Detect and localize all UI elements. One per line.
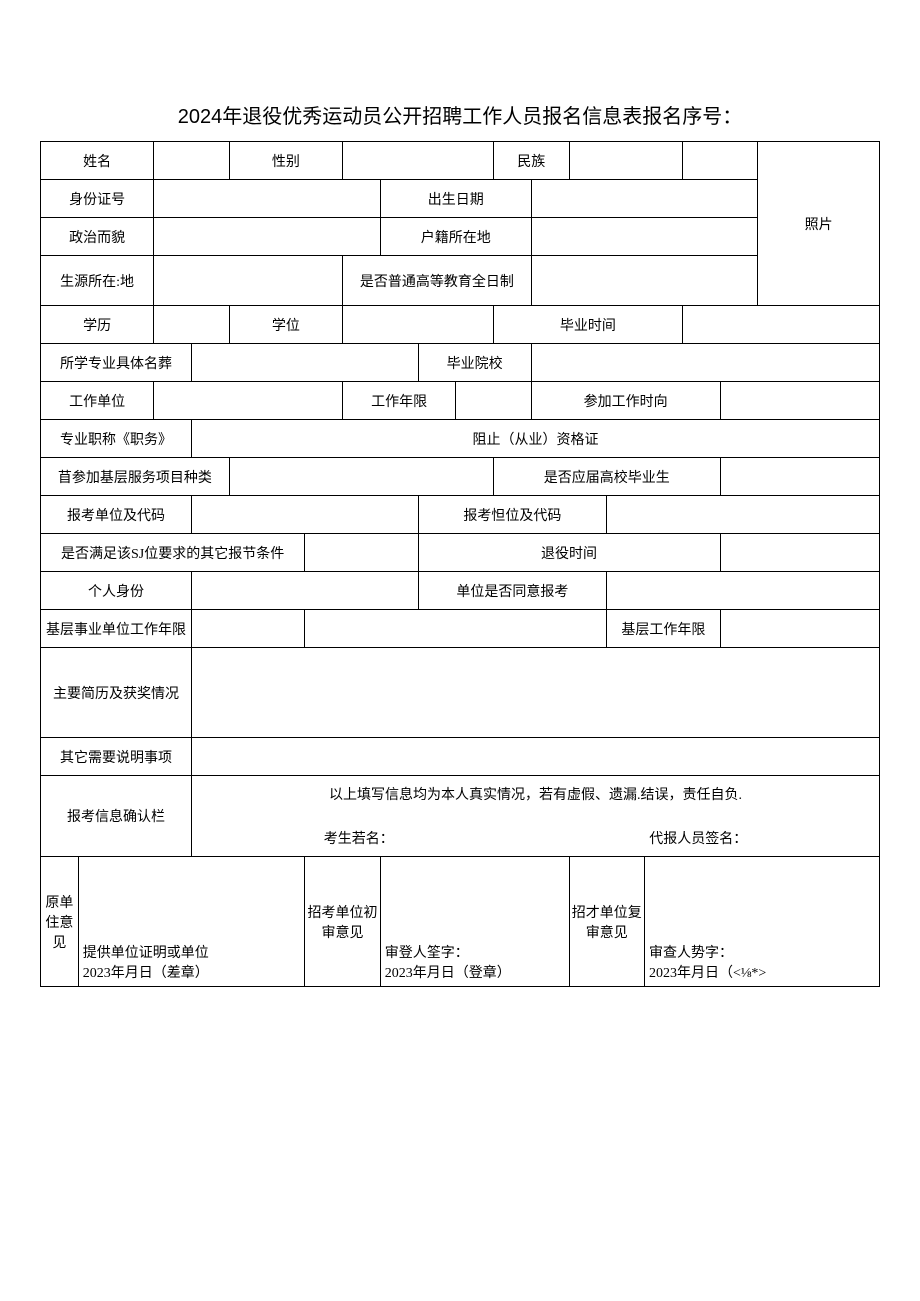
- form-title: 2024年退役优秀运动员公开招聘工作人员报名信息表报名序号：: [40, 100, 880, 129]
- label-other-notes: 其它需要说明事项: [41, 738, 192, 776]
- orig-unit-date: 2023年月日（差章）: [83, 962, 301, 982]
- value-origin-place[interactable]: [154, 256, 343, 306]
- label-ethnicity: 民族: [494, 142, 570, 180]
- label-recruit-review: 招才单位复审意见: [569, 857, 645, 987]
- value-work-years[interactable]: [456, 382, 532, 420]
- label-grassroots-project: 苜参加基层服务项目种类: [41, 458, 230, 496]
- label-birth-date: 出生日期: [380, 180, 531, 218]
- confirm-text: 以上填写信息均为本人真实情况，若有虚假、遗漏.结误，责任自负.: [196, 784, 875, 804]
- label-meet-other-req: 是否满足该SJ位要求的其它报节条件: [41, 534, 305, 572]
- orig-unit-text: 提供单位证明或单位: [83, 942, 301, 962]
- label-recruit-initial: 招考单位初审意见: [305, 857, 381, 987]
- label-id-number: 身份证号: [41, 180, 154, 218]
- label-origin-place: 生源所在:地: [41, 256, 154, 306]
- reviewer-date: 2023年月日（<⅛*>: [649, 962, 875, 982]
- value-political[interactable]: [154, 218, 381, 256]
- photo-cell[interactable]: 照片: [758, 142, 880, 306]
- label-education: 学历: [41, 306, 154, 344]
- value-ethnicity[interactable]: [569, 142, 682, 180]
- review-content[interactable]: 审查人势字： 2023年月日（<⅛*>: [645, 857, 880, 987]
- label-degree: 学位: [229, 306, 342, 344]
- value-meet-other-req[interactable]: [305, 534, 418, 572]
- value-birth-date[interactable]: [531, 180, 758, 218]
- value-apply-position[interactable]: [607, 496, 880, 534]
- value-apply-unit[interactable]: [192, 496, 419, 534]
- auditor-date: 2023年月日（登章）: [385, 962, 565, 982]
- value-gender[interactable]: [343, 142, 494, 180]
- label-pro-title: 专业职称《职务》: [41, 420, 192, 458]
- label-apply-unit: 报考单位及代码: [41, 496, 192, 534]
- label-fulltime-edu: 是否普通高等教育全日制: [343, 256, 532, 306]
- auditor-sig: 审登人筌字：: [385, 942, 565, 962]
- value-degree[interactable]: [343, 306, 494, 344]
- value-grassroots-work-years[interactable]: [720, 610, 880, 648]
- label-unit-agree: 单位是否同意报考: [418, 572, 607, 610]
- value-hukou[interactable]: [531, 218, 758, 256]
- value-name[interactable]: [154, 142, 230, 180]
- confirm-content: 以上填写信息均为本人真实情况，若有虚假、遗漏.结误，责任自负. 考生若名： 代报…: [192, 776, 880, 857]
- value-mid[interactable]: [305, 610, 607, 648]
- label-grad-time: 毕业时间: [494, 306, 683, 344]
- value-ethnicity2[interactable]: [682, 142, 758, 180]
- label-qualification: 阻止（从业）资格证: [192, 420, 880, 458]
- value-personal-identity[interactable]: [192, 572, 419, 610]
- value-fresh-grad[interactable]: [720, 458, 880, 496]
- value-resume-awards[interactable]: [192, 648, 880, 738]
- proxy-signature-label: 代报人员签名：: [649, 828, 747, 848]
- value-major[interactable]: [192, 344, 419, 382]
- label-work-years: 工作年限: [343, 382, 456, 420]
- value-id-number[interactable]: [154, 180, 381, 218]
- label-name: 姓名: [41, 142, 154, 180]
- initial-content[interactable]: 审登人筌字： 2023年月日（登章）: [380, 857, 569, 987]
- value-education[interactable]: [154, 306, 230, 344]
- label-major: 所学专业具体名葬: [41, 344, 192, 382]
- value-other-notes[interactable]: [192, 738, 880, 776]
- orig-unit-content[interactable]: 提供单位证明或单位 2023年月日（差章）: [78, 857, 305, 987]
- value-fulltime-edu[interactable]: [531, 256, 758, 306]
- label-grassroots-work-years: 基层工作年限: [607, 610, 720, 648]
- value-work-unit[interactable]: [154, 382, 343, 420]
- value-grassroots-project[interactable]: [229, 458, 493, 496]
- label-gender: 性别: [229, 142, 342, 180]
- value-grad-time[interactable]: [682, 306, 879, 344]
- label-retire-time: 退役时间: [418, 534, 720, 572]
- label-work-start: 参加工作时向: [531, 382, 720, 420]
- label-work-unit: 工作单位: [41, 382, 154, 420]
- label-hukou: 户籍所在地: [380, 218, 531, 256]
- value-unit-agree[interactable]: [607, 572, 880, 610]
- registration-form-table: 姓名 性别 民族 照片 身份证号 出生日期 政治而貌 户籍所在地 生源所在:地 …: [40, 141, 880, 987]
- label-political: 政治而貌: [41, 218, 154, 256]
- label-orig-unit-opinion: 原单住意见: [41, 857, 79, 987]
- label-grassroots-inst-years: 基层事业单位工作年限: [41, 610, 192, 648]
- label-resume-awards: 主要简历及获奖情况: [41, 648, 192, 738]
- label-grad-school: 毕业院校: [418, 344, 531, 382]
- value-grassroots-inst-years[interactable]: [192, 610, 305, 648]
- reviewer-sig: 审查人势字：: [649, 942, 875, 962]
- value-work-start[interactable]: [720, 382, 880, 420]
- label-personal-identity: 个人身份: [41, 572, 192, 610]
- value-retire-time[interactable]: [720, 534, 880, 572]
- label-confirm-col: 报考信息确认栏: [41, 776, 192, 857]
- label-fresh-grad: 是否应届高校毕业生: [494, 458, 721, 496]
- label-apply-position: 报考怛位及代码: [418, 496, 607, 534]
- candidate-signature-label: 考生若名：: [324, 828, 394, 848]
- value-grad-school[interactable]: [531, 344, 879, 382]
